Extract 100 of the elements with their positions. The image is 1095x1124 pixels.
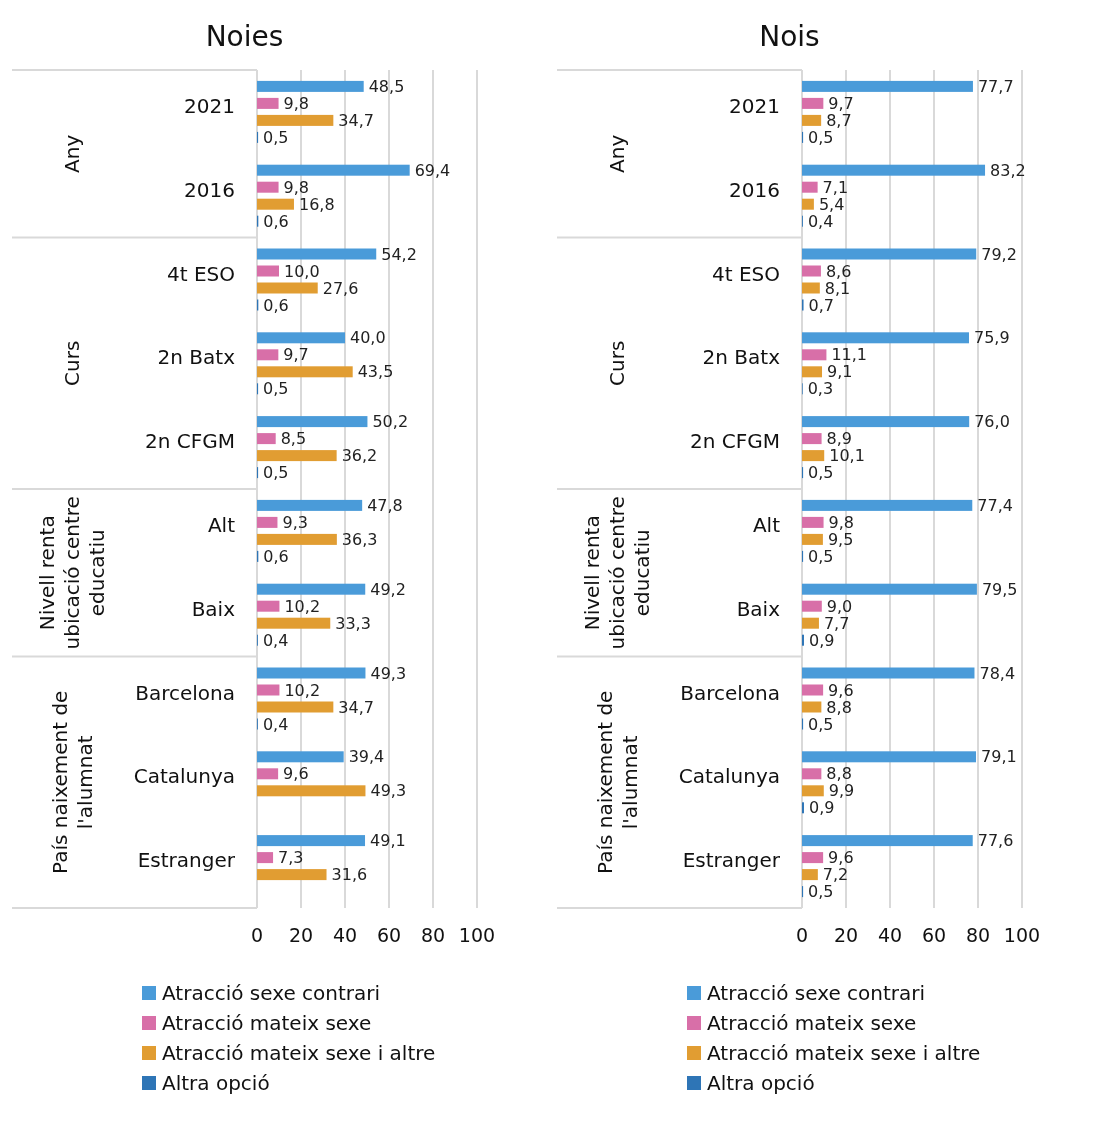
data-label: 0,4 — [807, 211, 834, 231]
data-label: 36,3 — [341, 529, 378, 549]
bar — [802, 198, 814, 210]
data-label: 39,4 — [348, 747, 385, 767]
bar — [802, 282, 820, 294]
bar — [257, 751, 344, 763]
bar — [802, 416, 970, 428]
bar — [802, 533, 823, 545]
data-label: 49,2 — [370, 579, 406, 599]
data-label: 79,2 — [981, 244, 1017, 264]
data-label: 10,1 — [829, 446, 865, 466]
data-label: 7,1 — [822, 177, 849, 197]
data-label: 77,6 — [977, 831, 1014, 851]
legend-label: Atracció sexe contrari — [707, 981, 926, 1005]
bar — [257, 533, 337, 545]
data-label: 9,3 — [282, 512, 308, 532]
bar — [257, 516, 278, 528]
bar — [802, 114, 822, 126]
data-label: 48,5 — [368, 76, 405, 96]
bar — [802, 751, 977, 763]
data-label: 8,6 — [825, 261, 852, 281]
bar — [257, 684, 280, 696]
bar — [257, 248, 377, 260]
bar — [802, 80, 973, 92]
bar — [802, 499, 973, 511]
data-label: 0,4 — [262, 630, 289, 650]
x-tick-label: 80 — [420, 924, 446, 946]
data-label: 9,6 — [828, 848, 854, 868]
bar — [257, 617, 331, 629]
bar — [257, 114, 334, 126]
y-tick-label: 2n CFGM — [145, 429, 235, 454]
bar — [802, 852, 824, 864]
data-label: 33,3 — [335, 613, 371, 633]
y-tick-label: Baix — [191, 596, 236, 621]
bar — [802, 516, 824, 528]
bar — [257, 583, 366, 595]
y-tick-label: Estranger — [137, 848, 236, 873]
y-tick-label: Alt — [207, 512, 236, 537]
bar — [802, 265, 821, 277]
data-label: 0,5 — [263, 127, 289, 147]
data-label: 0,4 — [262, 714, 289, 734]
data-label: 49,1 — [370, 831, 406, 851]
data-label: 0,7 — [808, 295, 834, 315]
bar — [802, 583, 977, 595]
data-label: 0,6 — [263, 295, 289, 315]
data-label: 50,2 — [372, 412, 409, 432]
data-label: 77,4 — [977, 495, 1013, 515]
bar — [257, 869, 327, 881]
text: Any — [605, 134, 629, 173]
legend-label: Altra opció — [707, 1071, 815, 1095]
data-label: 7,2 — [822, 865, 849, 885]
bar — [257, 785, 366, 797]
data-label: 54,2 — [381, 244, 417, 264]
data-label: 0,6 — [263, 211, 289, 231]
bar — [257, 667, 366, 679]
data-label: 9,9 — [828, 781, 855, 801]
y-tick-label: 2016 — [184, 177, 235, 202]
text: Curs — [605, 340, 629, 386]
y-tick-label: Estranger — [682, 848, 781, 873]
bar — [257, 282, 318, 294]
data-label: 9,0 — [826, 596, 853, 616]
text: País naixement de l'alumnat — [47, 690, 97, 875]
bar — [802, 667, 975, 679]
data-label: 8,5 — [280, 429, 307, 449]
data-label: 49,3 — [370, 663, 407, 683]
y-tick-label: Alt — [752, 512, 781, 537]
data-label: 0,5 — [808, 463, 834, 483]
bar — [802, 617, 819, 629]
x-tick-label: 60 — [921, 924, 947, 946]
data-label: 83,2 — [990, 160, 1026, 180]
data-label: 34,7 — [338, 697, 374, 717]
x-tick-label: 20 — [833, 924, 859, 946]
data-label: 0,5 — [808, 714, 834, 734]
data-label: 9,8 — [828, 512, 855, 532]
data-label: 10,0 — [284, 261, 320, 281]
bar — [802, 332, 969, 344]
data-label: 10,2 — [284, 596, 321, 616]
legend-label: Altra opció — [162, 1071, 270, 1095]
y-tick-label: 4t ESO — [167, 261, 235, 286]
y-tick-label: 2016 — [729, 177, 780, 202]
data-label: 0,9 — [808, 798, 835, 818]
data-label: 16,8 — [298, 194, 335, 214]
bar — [802, 600, 822, 612]
y-tick-label: Barcelona — [135, 680, 235, 705]
bar — [257, 852, 274, 864]
text: Curs — [60, 340, 84, 386]
bar — [802, 248, 977, 260]
data-label: 43,5 — [357, 362, 394, 382]
legend-label: Atracció mateix sexe — [707, 1011, 917, 1035]
data-label: 0,3 — [807, 379, 834, 399]
data-label: 49,3 — [370, 781, 407, 801]
data-label: 27,6 — [322, 278, 359, 298]
data-label: 0,6 — [263, 546, 289, 566]
text: Any — [60, 134, 84, 173]
bar — [257, 198, 294, 210]
x-tick-label: 40 — [877, 924, 903, 946]
bar — [257, 835, 366, 847]
y-tick-label: 2021 — [729, 93, 780, 118]
bar — [257, 164, 410, 176]
data-label: 77,7 — [977, 76, 1014, 96]
